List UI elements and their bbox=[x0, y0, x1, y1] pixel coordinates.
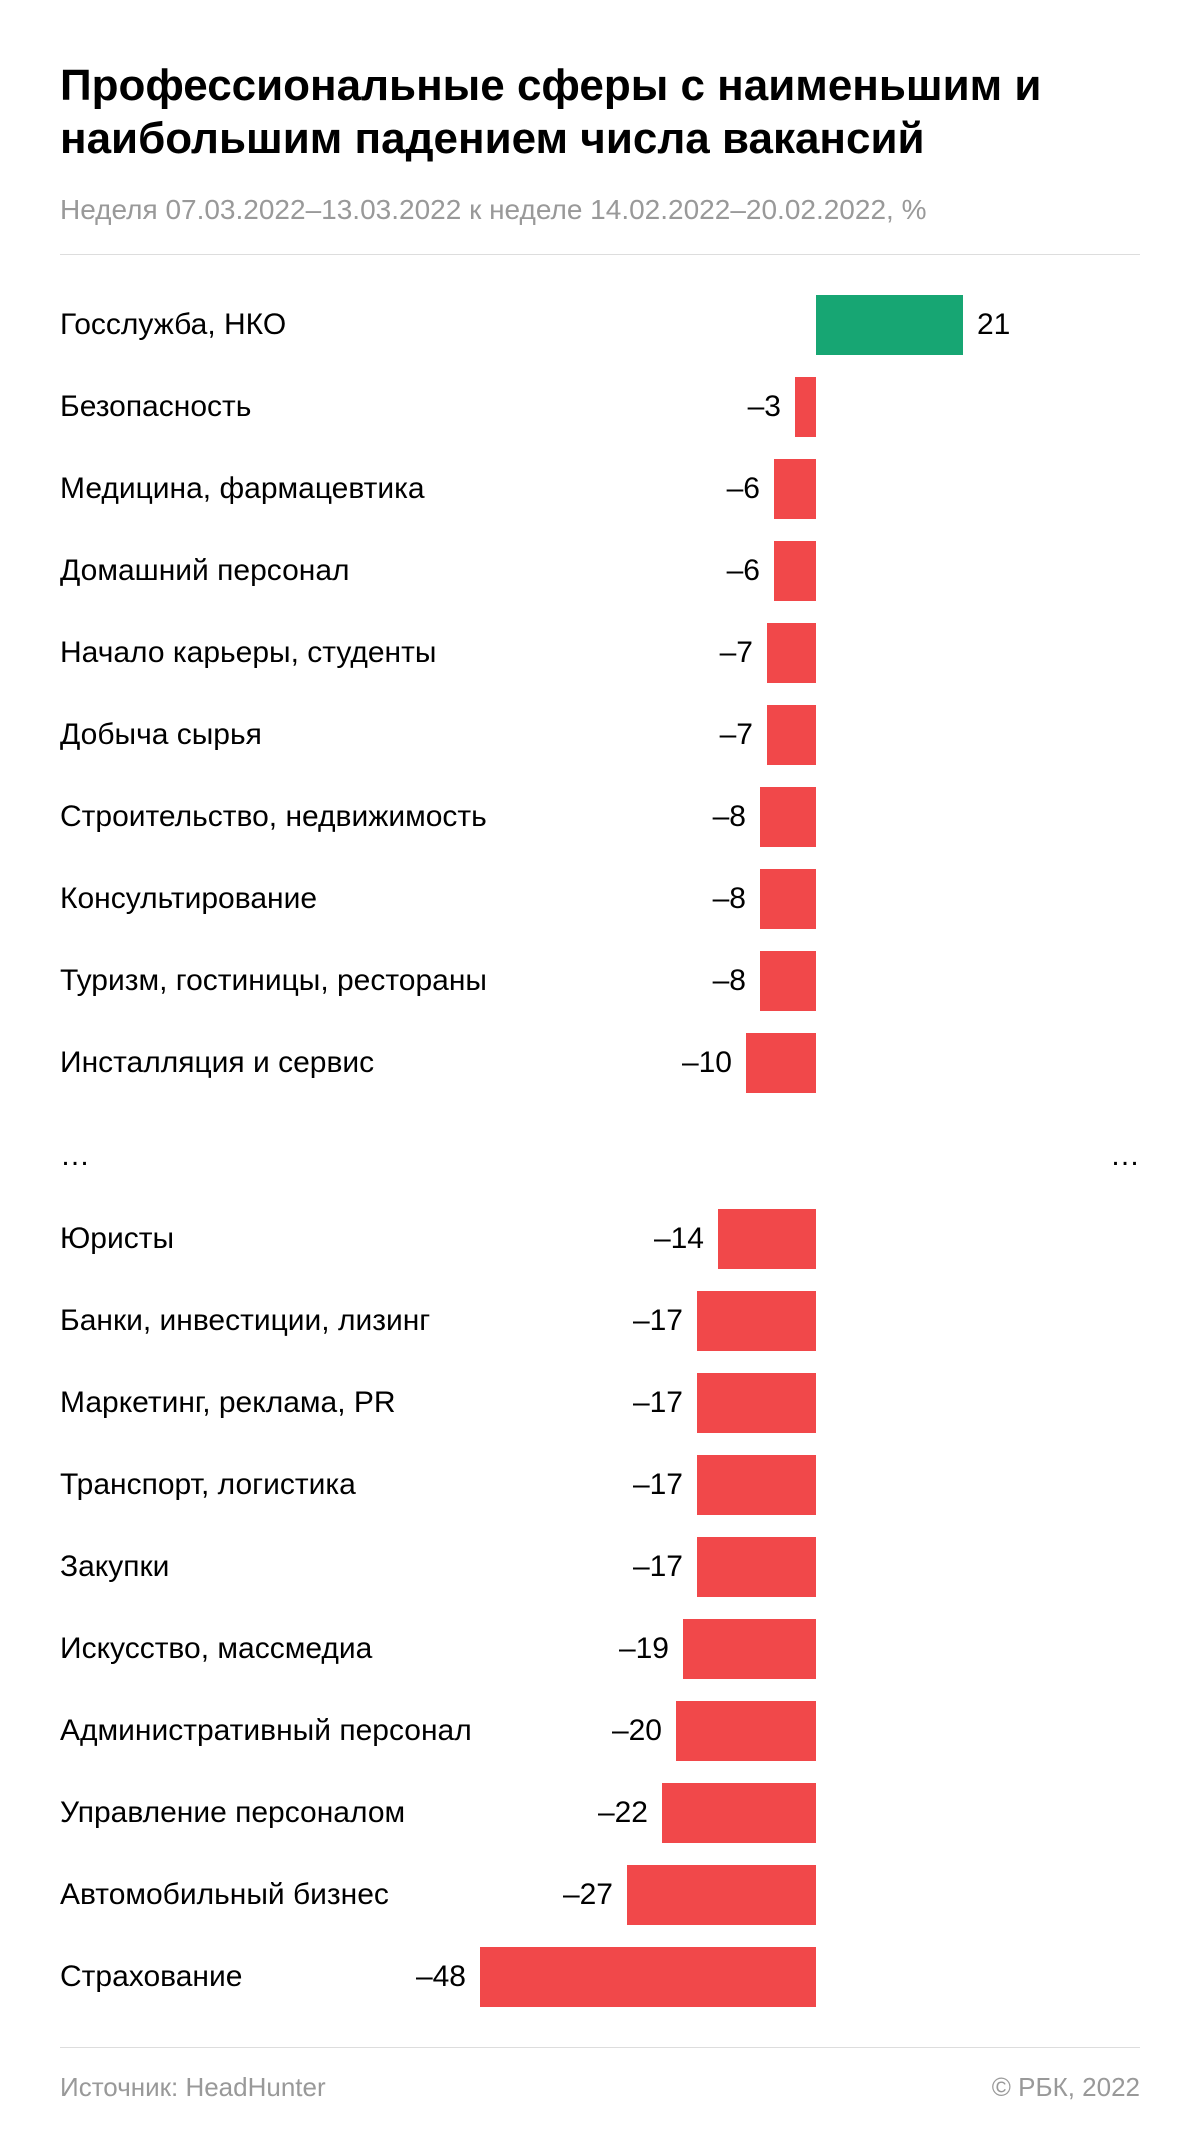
chart-row: Маркетинг, реклама, PR –17 bbox=[60, 1373, 1140, 1433]
value-label: –17 bbox=[633, 1550, 683, 1584]
row-label: Инсталляция и сервис bbox=[60, 1046, 374, 1080]
bar bbox=[816, 295, 963, 355]
chart-row: Страхование –48 bbox=[60, 1947, 1140, 2007]
bar bbox=[480, 1947, 816, 2007]
bar bbox=[774, 459, 816, 519]
chart-row: Консультирование –8 bbox=[60, 869, 1140, 929]
chart-row: Начало карьеры, студенты –7 bbox=[60, 623, 1140, 683]
value-label: –17 bbox=[633, 1386, 683, 1420]
footer-copyright: © РБК, 2022 bbox=[992, 2072, 1140, 2103]
bar bbox=[774, 541, 816, 601]
chart-row: Безопасность –3 bbox=[60, 377, 1140, 437]
chart-row: Строительство, недвижимость –8 bbox=[60, 787, 1140, 847]
bar bbox=[676, 1701, 816, 1761]
bar bbox=[760, 869, 816, 929]
value-label: –17 bbox=[633, 1468, 683, 1502]
value-label: –10 bbox=[682, 1046, 732, 1080]
chart-row: Домашний персонал –6 bbox=[60, 541, 1140, 601]
value-label: –19 bbox=[619, 1632, 669, 1666]
bar bbox=[697, 1291, 816, 1351]
chart-row: Госслужба, НКО 21 bbox=[60, 295, 1140, 355]
chart-container: Профессиональные сферы с наименьшим и на… bbox=[0, 0, 1200, 2143]
row-label: Домашний персонал bbox=[60, 554, 350, 588]
row-label: Юристы bbox=[60, 1222, 174, 1256]
value-label: –20 bbox=[612, 1714, 662, 1748]
ellipsis-row: …… bbox=[60, 1115, 1140, 1209]
chart-row: Медицина, фармацевтика –6 bbox=[60, 459, 1140, 519]
bar bbox=[627, 1865, 816, 1925]
value-label: –8 bbox=[713, 882, 746, 916]
chart-row: Банки, инвестиции, лизинг –17 bbox=[60, 1291, 1140, 1351]
bar bbox=[718, 1209, 816, 1269]
value-label: –6 bbox=[727, 472, 760, 506]
bar bbox=[746, 1033, 816, 1093]
chart-row: Искусство, массмедиа –19 bbox=[60, 1619, 1140, 1679]
row-label: Добыча сырья bbox=[60, 718, 262, 752]
row-label: Туризм, гостиницы, рестораны bbox=[60, 964, 487, 998]
row-label: Автомобильный бизнес bbox=[60, 1878, 389, 1912]
chart-row: Автомобильный бизнес –27 bbox=[60, 1865, 1140, 1925]
value-label: –22 bbox=[598, 1796, 648, 1830]
bar bbox=[683, 1619, 816, 1679]
bar bbox=[697, 1455, 816, 1515]
row-label: Закупки bbox=[60, 1550, 169, 1584]
bar bbox=[760, 951, 816, 1011]
chart-footer: Источник: HeadHunter © РБК, 2022 bbox=[60, 2047, 1140, 2103]
row-label: Маркетинг, реклама, PR bbox=[60, 1386, 396, 1420]
row-label: Банки, инвестиции, лизинг bbox=[60, 1304, 430, 1338]
ellipsis-right: … bbox=[1110, 1139, 1140, 1173]
bar bbox=[795, 377, 816, 437]
chart-row: Добыча сырья –7 bbox=[60, 705, 1140, 765]
chart-row: Инсталляция и сервис –10 bbox=[60, 1033, 1140, 1093]
bar bbox=[767, 705, 816, 765]
row-label: Строительство, недвижимость bbox=[60, 800, 487, 834]
row-label: Управление персоналом bbox=[60, 1796, 405, 1830]
value-label: 21 bbox=[977, 308, 1010, 342]
chart-area: Госслужба, НКО 21 Безопасность –3 Медицина, … bbox=[60, 295, 1140, 2007]
chart-row: Юристы –14 bbox=[60, 1209, 1140, 1269]
row-label: Начало карьеры, студенты bbox=[60, 636, 436, 670]
value-label: –17 bbox=[633, 1304, 683, 1338]
value-label: –7 bbox=[720, 718, 753, 752]
ellipsis-left: … bbox=[60, 1139, 90, 1173]
value-label: –8 bbox=[713, 800, 746, 834]
chart-row: Закупки –17 bbox=[60, 1537, 1140, 1597]
row-label: Медицина, фармацевтика bbox=[60, 472, 425, 506]
bar bbox=[662, 1783, 816, 1843]
row-label: Транспорт, логистика bbox=[60, 1468, 356, 1502]
bar bbox=[767, 623, 816, 683]
chart-subtitle: Неделя 07.03.2022–13.03.2022 к неделе 14… bbox=[60, 194, 1140, 226]
row-label: Страхование bbox=[60, 1960, 242, 1994]
value-label: –14 bbox=[654, 1222, 704, 1256]
row-label: Безопасность bbox=[60, 390, 251, 424]
row-label: Административный персонал bbox=[60, 1714, 472, 1748]
chart-row: Транспорт, логистика –17 bbox=[60, 1455, 1140, 1515]
value-label: –7 bbox=[720, 636, 753, 670]
bar bbox=[697, 1373, 816, 1433]
row-label: Искусство, массмедиа bbox=[60, 1632, 372, 1666]
title-divider bbox=[60, 254, 1140, 255]
value-label: –3 bbox=[748, 390, 781, 424]
chart-row: Управление персоналом –22 bbox=[60, 1783, 1140, 1843]
bar bbox=[760, 787, 816, 847]
bar bbox=[697, 1537, 816, 1597]
row-label: Консультирование bbox=[60, 882, 317, 916]
row-label: Госслужба, НКО bbox=[60, 308, 286, 342]
chart-row: Туризм, гостиницы, рестораны –8 bbox=[60, 951, 1140, 1011]
chart-title: Профессиональные сферы с наименьшим и на… bbox=[60, 60, 1140, 166]
value-label: –48 bbox=[416, 1960, 466, 1994]
chart-row: Административный персонал –20 bbox=[60, 1701, 1140, 1761]
footer-source: Источник: HeadHunter bbox=[60, 2072, 326, 2103]
value-label: –8 bbox=[713, 964, 746, 998]
value-label: –27 bbox=[563, 1878, 613, 1912]
value-label: –6 bbox=[727, 554, 760, 588]
